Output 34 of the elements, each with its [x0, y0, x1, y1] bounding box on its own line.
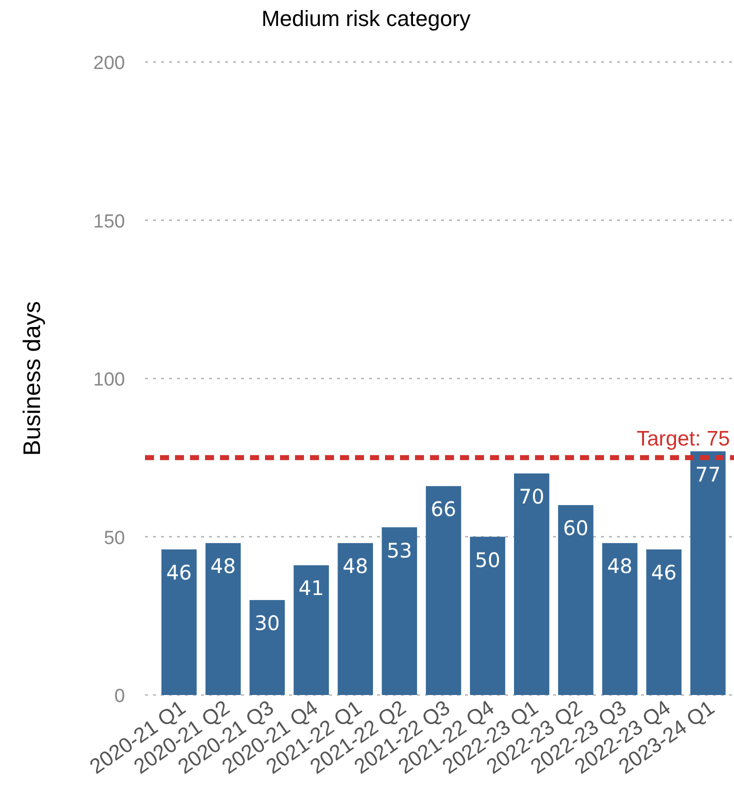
- ref-line-label: Target: 75: [636, 428, 730, 451]
- bar: [558, 505, 594, 695]
- bar: [382, 527, 418, 695]
- data-label: 41: [298, 576, 324, 600]
- data-label: 46: [166, 560, 192, 584]
- data-label: 60: [563, 516, 588, 540]
- bar: [470, 536, 506, 695]
- data-label: 70: [518, 484, 544, 508]
- data-label: 48: [210, 554, 236, 578]
- data-label: 46: [651, 560, 677, 584]
- data-label: 50: [474, 548, 500, 572]
- data-label: 66: [430, 497, 456, 522]
- bar: [602, 543, 638, 695]
- bar: [161, 549, 197, 695]
- y-tick-label: 50: [104, 528, 125, 549]
- chart-title: Medium risk category: [261, 6, 471, 31]
- y-tick-label: 100: [93, 370, 125, 390]
- bar: [514, 473, 550, 695]
- bar: [205, 543, 241, 695]
- y-tick-label: 200: [93, 53, 125, 74]
- data-label: 77: [695, 462, 721, 486]
- data-label: 53: [386, 538, 412, 562]
- bar: [646, 549, 682, 695]
- data-label: 48: [607, 554, 633, 578]
- bar: [294, 565, 329, 695]
- data-label: 30: [254, 611, 280, 636]
- bar: [426, 486, 462, 695]
- bar: [690, 451, 726, 695]
- y-tick-label: 150: [93, 211, 125, 232]
- bar: [250, 600, 285, 695]
- y-axis-title: Business days: [19, 301, 46, 456]
- bar: [338, 543, 373, 695]
- y-tick-label: 0: [114, 686, 125, 707]
- data-label: 48: [342, 554, 368, 578]
